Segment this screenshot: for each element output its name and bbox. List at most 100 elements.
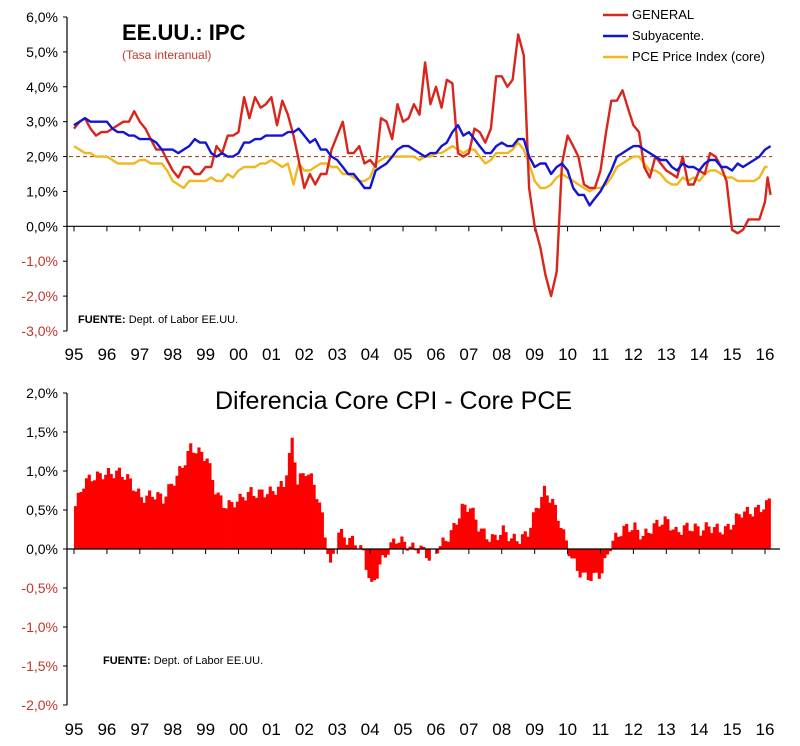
bar [490, 534, 494, 549]
bar [515, 541, 519, 549]
bar [422, 546, 426, 549]
bar [375, 549, 379, 579]
bar [353, 545, 357, 549]
bar [633, 522, 637, 549]
chart1-x-tick-label: 13 [657, 345, 676, 364]
bar [493, 534, 497, 549]
bar [729, 529, 733, 549]
bar [145, 495, 149, 549]
bar [202, 461, 207, 549]
bar [84, 478, 89, 549]
chart1-x-tick-label: 12 [624, 345, 643, 364]
chart1-legend: GENERAL Subyacente. PCE Price Index (core) [603, 7, 765, 64]
bar [452, 523, 456, 549]
bar [381, 549, 385, 556]
chart2-x-tick-label: 09 [525, 720, 544, 739]
bar [131, 490, 135, 549]
bar [726, 523, 730, 549]
chart2-x-tick-label: 13 [657, 720, 676, 739]
bar [372, 549, 377, 581]
bar [468, 508, 472, 549]
bar [507, 541, 511, 549]
bar [638, 539, 643, 549]
bar [427, 549, 431, 561]
bar [438, 546, 442, 549]
chart2-x-tick-label: 04 [361, 720, 380, 739]
bar [424, 549, 429, 559]
bar [526, 536, 530, 549]
bar [249, 487, 253, 549]
bar [608, 549, 612, 552]
bar [600, 549, 604, 574]
bar [137, 488, 141, 549]
chart2-x-tick-label: 10 [558, 720, 577, 739]
bar [444, 540, 448, 549]
bar [150, 496, 154, 549]
bar [712, 527, 717, 549]
chart1-y-tick-label: -1,0% [21, 253, 58, 269]
chart1-y-tick-label: -3,0% [21, 323, 58, 339]
bar [408, 546, 412, 549]
chart2-x-tick-label: 14 [690, 720, 709, 739]
bar [191, 452, 196, 549]
bar [213, 494, 217, 549]
chart1-x-tick-label: 16 [756, 345, 775, 364]
bar [282, 486, 286, 549]
bar [575, 549, 579, 571]
bar [159, 493, 163, 549]
bar [699, 535, 703, 549]
bar [455, 524, 459, 549]
bar [222, 508, 226, 549]
chart1-x-tick-label: 01 [262, 345, 281, 364]
chart1-title: EE.UU.: IPC [122, 20, 246, 45]
bar [586, 549, 590, 581]
legend-label-general: GENERAL [632, 7, 694, 22]
chart2-x-tick-label: 98 [163, 720, 182, 739]
bar [485, 539, 489, 549]
bar [759, 512, 763, 549]
bar [446, 541, 451, 549]
bar [701, 530, 706, 549]
chart1-x-tick-label: 08 [492, 345, 511, 364]
bar [592, 549, 596, 573]
bar [449, 530, 453, 549]
chart1-x-tick-label: 15 [723, 345, 742, 364]
chart1-y-tick-label: 4,0% [26, 79, 58, 95]
bar [660, 524, 664, 549]
bar [647, 533, 651, 549]
chart1-x-tick-label: 97 [130, 345, 149, 364]
bar [740, 517, 744, 549]
bar [164, 496, 168, 549]
chart1-x-tick-label: 95 [65, 345, 84, 364]
bar [252, 495, 256, 549]
bar [627, 532, 632, 549]
bar [531, 512, 536, 549]
bar [581, 549, 585, 573]
chart2-title: Diferencia Core CPI - Core PCE [215, 387, 572, 415]
chart2-x-tick-label: 12 [624, 720, 643, 739]
bar [520, 534, 525, 549]
bar [76, 492, 80, 549]
bar [690, 531, 695, 549]
bar [233, 507, 237, 549]
bar [274, 494, 278, 549]
bar [244, 500, 248, 549]
chart2-x-tick-label: 03 [328, 720, 347, 739]
bar [186, 451, 190, 549]
bar [416, 549, 420, 554]
chart1-x-tick-label: 10 [558, 345, 577, 364]
bar [707, 526, 711, 549]
chart2-x-tick-label: 07 [459, 720, 478, 739]
series-line-subyacente [73, 117, 772, 207]
bar [279, 480, 283, 549]
ipc-line-chart: EE.UU.: IPC (Tasa interanual) GENERAL Sub… [21, 7, 780, 364]
bar [559, 527, 563, 549]
bar [441, 537, 445, 549]
bar [211, 479, 215, 549]
bar [652, 523, 656, 549]
bar [435, 549, 440, 554]
bar [589, 549, 593, 581]
bar [658, 526, 662, 549]
bar [509, 538, 514, 549]
bar [553, 504, 557, 549]
